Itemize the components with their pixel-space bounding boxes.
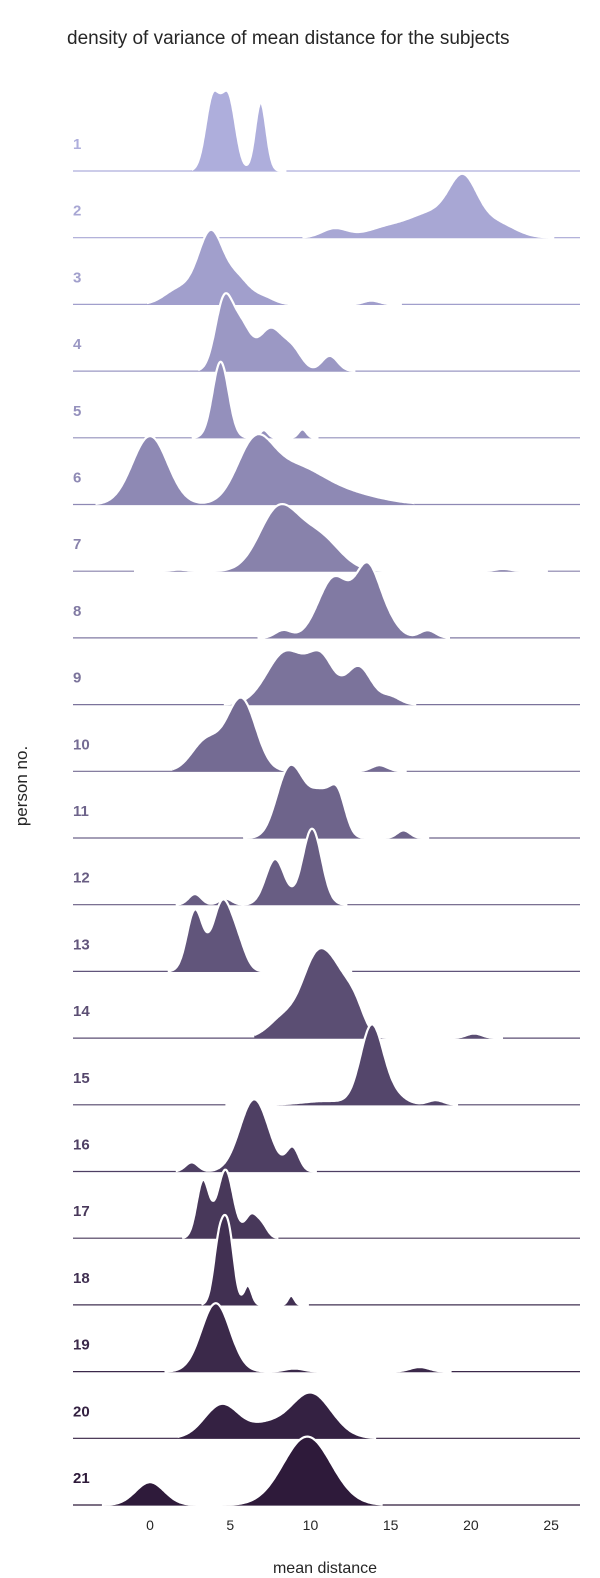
- row-label: 11: [73, 803, 89, 820]
- ridge-density-area: [175, 828, 348, 905]
- ridge-density-outline: [175, 827, 348, 906]
- ridge-density-area: [257, 562, 450, 638]
- row-label: 8: [73, 603, 81, 620]
- ridge-density-area: [254, 948, 503, 1039]
- x-tick-label: 5: [226, 1517, 234, 1533]
- ridge-density-outline: [134, 502, 548, 573]
- ridge-density-area: [164, 1303, 452, 1372]
- ridge-density-outline: [242, 763, 430, 840]
- ridge-density-area: [101, 1436, 383, 1505]
- ridge-15: 15: [73, 1023, 580, 1106]
- row-label: 10: [73, 736, 90, 753]
- ridge-5: 5: [73, 360, 580, 439]
- x-axis-label: mean distance: [272, 1560, 378, 1577]
- ridge-density-area: [95, 434, 415, 505]
- ridge-density-outline: [101, 1435, 383, 1507]
- row-label: 15: [73, 1070, 90, 1087]
- row-label: 2: [73, 203, 81, 220]
- ridge-11: 11: [73, 763, 580, 840]
- ridge-density-outline: [181, 1168, 279, 1240]
- ridge-density-area: [243, 764, 430, 838]
- ridge-14: 14: [73, 947, 580, 1040]
- ridge-20: 20: [73, 1391, 580, 1440]
- row-label: 4: [73, 336, 82, 353]
- row-label: 1: [73, 136, 81, 153]
- ridge-density-outline: [175, 1098, 317, 1173]
- ridge-18: 18: [73, 1213, 580, 1306]
- ridge-16: 16: [73, 1098, 580, 1173]
- ridge-12: 12: [73, 827, 580, 906]
- ridge-density-outline: [164, 1302, 452, 1373]
- ridge-density-area: [191, 361, 319, 438]
- ridge-density-area: [146, 229, 402, 305]
- ridge-density-area: [175, 1099, 317, 1172]
- x-tick-label: 15: [383, 1517, 399, 1533]
- ridge-7: 7: [73, 502, 580, 573]
- ridge-1: 1: [73, 89, 580, 173]
- row-label: 5: [73, 403, 81, 420]
- ridge-density-outline: [95, 433, 415, 505]
- ridge-density-area: [177, 1392, 377, 1439]
- row-label: 21: [73, 1470, 90, 1487]
- x-tick-label: 25: [543, 1517, 559, 1533]
- ridge-17: 17: [73, 1168, 580, 1240]
- row-label: 7: [73, 536, 81, 553]
- ridge-10: 10: [73, 696, 580, 773]
- row-label: 17: [73, 1203, 90, 1220]
- row-label: 12: [73, 870, 90, 887]
- x-tick-label: 20: [463, 1517, 479, 1533]
- ridge-19: 19: [73, 1302, 580, 1373]
- ridge-4: 4: [73, 292, 580, 373]
- ridge-3: 3: [73, 228, 580, 306]
- ridge-density-area: [172, 697, 407, 772]
- row-label: 3: [73, 269, 81, 286]
- ridge-8: 8: [73, 561, 580, 639]
- x-tick-label: 10: [303, 1517, 319, 1533]
- row-label: 14: [73, 1003, 90, 1020]
- ridge-density-area: [134, 504, 548, 572]
- row-label: 20: [73, 1403, 90, 1420]
- ridge-density-outline: [302, 172, 555, 239]
- ridge-density-outline: [223, 649, 417, 706]
- row-label: 13: [73, 936, 90, 953]
- ridge-density-area: [302, 173, 555, 238]
- chart-title: density of variance of mean distance for…: [67, 28, 510, 49]
- ridge-density-area: [167, 899, 353, 972]
- ridge-density-area: [201, 1215, 309, 1305]
- ridge-21: 21: [73, 1435, 580, 1507]
- ridge-density-outline: [146, 228, 402, 306]
- ridge-2: 2: [73, 172, 580, 239]
- ridge-density-outline: [257, 561, 450, 639]
- ridge-density-outline: [197, 292, 356, 373]
- x-axis-ticks: 0 5 10 15 20 25: [146, 1517, 559, 1533]
- row-label: 18: [73, 1270, 90, 1287]
- ridge-9: 9: [73, 649, 580, 706]
- row-label: 16: [73, 1137, 90, 1154]
- ridge-density-area: [223, 650, 417, 705]
- row-label: 6: [73, 470, 81, 487]
- ridge-6: 6: [73, 433, 580, 506]
- ridge-density-outline: [177, 1391, 377, 1440]
- row-label: 19: [73, 1337, 90, 1354]
- ridge-density-outline: [225, 1023, 459, 1106]
- ridge-density-outline: [191, 89, 287, 173]
- ridge-density-outline: [200, 1213, 309, 1306]
- x-tick-label: 0: [146, 1517, 154, 1533]
- row-label: 9: [73, 670, 81, 687]
